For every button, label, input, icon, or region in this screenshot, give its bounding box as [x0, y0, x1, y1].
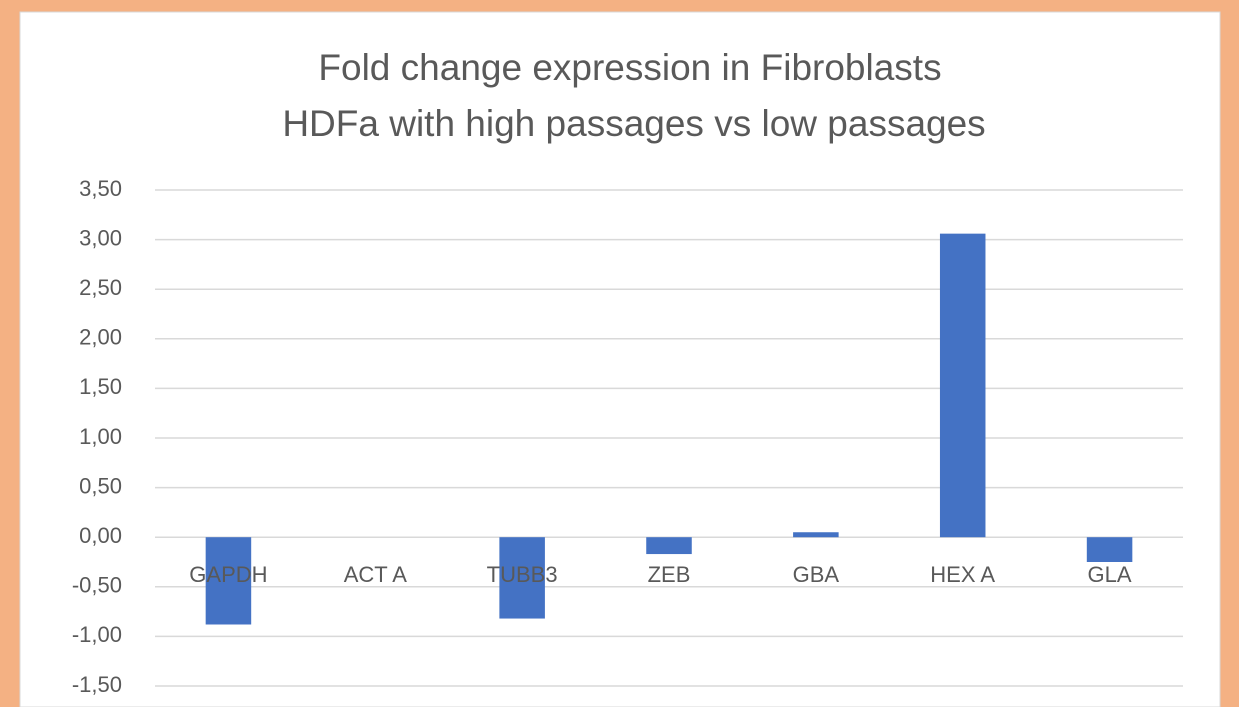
bar — [499, 537, 545, 619]
y-tick-label: 2,50 — [79, 275, 122, 300]
y-tick-label: 3,00 — [79, 225, 122, 250]
x-tick-label: GBA — [793, 562, 840, 587]
y-tick-label: -1,00 — [72, 622, 122, 647]
x-tick-label: HEX A — [930, 562, 995, 587]
x-tick-label: GAPDH — [189, 562, 267, 587]
bar — [1086, 537, 1133, 562]
y-tick-label: 0,00 — [79, 523, 122, 548]
y-tick-label: -1,50 — [72, 672, 122, 697]
chart-title: Fold change expression in Fibroblasts — [318, 47, 941, 88]
chart-title: HDFa with high passages vs low passages — [282, 103, 985, 144]
bar — [939, 233, 986, 538]
y-tick-label: 1,00 — [79, 424, 122, 449]
y-tick-label: -0,50 — [72, 573, 122, 598]
bar — [205, 537, 252, 625]
x-tick-label: ZEB — [648, 562, 691, 587]
x-tick-label: ACT A — [344, 562, 408, 587]
y-tick-label: 0,50 — [79, 473, 122, 498]
y-tick-label: 2,00 — [79, 325, 122, 350]
x-tick-label: GLA — [1088, 562, 1132, 587]
bar — [793, 532, 839, 538]
y-tick-label: 3,50 — [79, 176, 122, 201]
y-tick-label: 1,50 — [79, 374, 122, 399]
bar — [646, 537, 692, 555]
x-tick-label: TUBB3 — [487, 562, 558, 587]
